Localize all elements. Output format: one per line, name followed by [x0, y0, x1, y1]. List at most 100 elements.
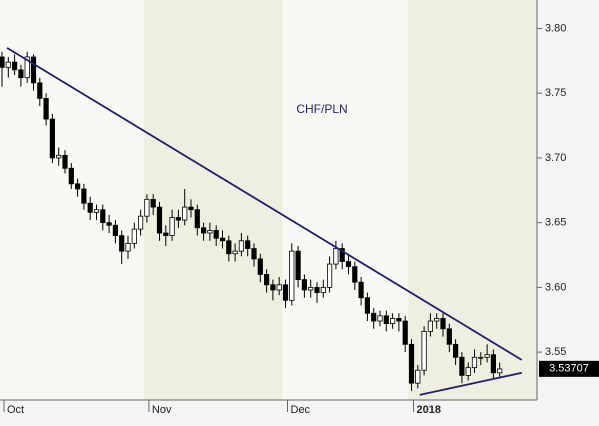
candle-body — [490, 354, 497, 374]
candle-body — [37, 82, 43, 99]
y-tick-label: 3.55 — [545, 346, 566, 358]
candle-body — [150, 198, 156, 208]
candle-body — [30, 56, 37, 84]
candle-body — [276, 284, 282, 291]
candle-body — [421, 330, 427, 371]
candle-body — [245, 240, 251, 249]
candle-body — [200, 227, 207, 234]
candle-body — [11, 61, 18, 71]
candle-body — [75, 183, 81, 190]
y-tick-label: 3.80 — [545, 22, 566, 34]
candle-body — [452, 343, 459, 358]
candle-body — [301, 279, 308, 291]
x-tick-label: Dec — [291, 404, 311, 416]
candle-body — [308, 286, 314, 291]
candle-body — [270, 284, 276, 291]
month-bands — [0, 0, 537, 400]
candle-body — [446, 328, 452, 345]
candle-body — [415, 369, 421, 384]
candle-body — [383, 315, 389, 325]
candle-body — [478, 356, 484, 359]
month-band — [0, 0, 144, 400]
candle-body — [389, 318, 396, 325]
candle-body — [81, 188, 87, 204]
candle-body — [226, 240, 232, 255]
x-tick-label: Oct — [7, 404, 24, 416]
candle-body — [282, 284, 289, 301]
candle-body — [459, 356, 465, 376]
candle-body — [484, 354, 490, 358]
candle-body — [163, 232, 169, 236]
candle-body — [358, 281, 364, 299]
candle-body — [396, 318, 402, 322]
candle-body — [43, 97, 49, 120]
candle-body — [5, 61, 11, 68]
candle-body — [213, 230, 219, 239]
y-tick-label: 3.75 — [545, 87, 566, 99]
candle-body — [377, 315, 383, 322]
candle-body — [326, 263, 333, 288]
candle-body — [427, 320, 434, 332]
last-value-box — [539, 360, 599, 377]
candle-body — [289, 250, 295, 301]
y-tick-label: 3.60 — [545, 281, 566, 293]
candle-body — [62, 154, 68, 169]
candle-body — [339, 248, 345, 262]
candle-body — [24, 56, 30, 79]
candle-body — [434, 318, 440, 322]
candle-body — [156, 206, 163, 234]
candle-body — [402, 320, 408, 345]
candle-body — [440, 318, 446, 330]
candle-body — [257, 258, 263, 275]
candle-body — [194, 209, 200, 229]
candle-body — [471, 356, 478, 369]
candle-body — [207, 230, 213, 234]
candle-body — [18, 69, 24, 79]
y-tick-label: 3.70 — [545, 152, 566, 164]
y-tick-label: 3.65 — [545, 217, 566, 229]
month-band — [282, 0, 409, 400]
candle-body — [68, 167, 74, 185]
candle-body — [175, 217, 181, 221]
trendline — [6, 47, 523, 361]
candle-body — [219, 237, 226, 242]
candle-body — [251, 248, 257, 260]
candle-body — [119, 235, 125, 252]
last-value-label: 3.53707 — [549, 363, 589, 375]
candle-body — [314, 286, 320, 293]
candle-body — [345, 261, 352, 268]
candle-body — [320, 286, 326, 293]
candle-body — [106, 222, 112, 226]
trendline — [419, 371, 522, 396]
candle-body — [125, 242, 131, 252]
candle-body — [188, 206, 194, 211]
candle-body — [87, 202, 93, 213]
candle-body — [497, 368, 503, 374]
candle-body — [137, 215, 144, 230]
chart-title: CHF/PLN — [296, 102, 347, 116]
candle-body — [182, 206, 188, 221]
candle-body — [144, 198, 150, 217]
month-band — [143, 0, 283, 400]
candle-body — [238, 240, 244, 252]
candle-body — [169, 217, 175, 236]
candle-body — [371, 312, 377, 322]
candle-body — [100, 209, 106, 224]
candle-body — [333, 248, 339, 265]
x-tick-label: 2018 — [417, 404, 441, 416]
candle-body — [295, 250, 301, 281]
candle-body — [263, 274, 270, 286]
candle-body — [56, 154, 62, 159]
candle-body — [352, 266, 358, 283]
x-tick-label: Nov — [152, 404, 172, 416]
candle-body — [93, 209, 100, 213]
candle-body — [112, 224, 118, 236]
candle-body — [232, 250, 238, 255]
candle-body — [49, 118, 56, 159]
month-band — [408, 0, 537, 400]
candle-body — [131, 228, 137, 244]
candle-body — [364, 297, 371, 314]
candle-body — [0, 56, 5, 68]
candle-body — [408, 343, 415, 384]
